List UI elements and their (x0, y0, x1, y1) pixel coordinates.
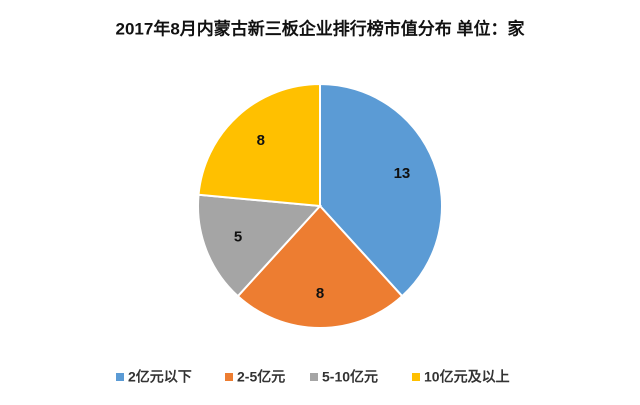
pie-slice (236, 204, 404, 329)
legend-label: 2亿元以下 (128, 369, 192, 385)
pie-slice (197, 82, 321, 208)
legend-swatch (116, 373, 124, 381)
pie-slice (319, 82, 443, 298)
chart-title: 2017年8月内蒙古新三板企业排行榜市值分布 单位：家 (116, 18, 525, 38)
pie-slice (197, 193, 323, 298)
legend-swatch (225, 373, 233, 381)
data-label: 5 (234, 229, 242, 246)
data-label: 13 (394, 165, 411, 182)
legend-label: 2-5亿元 (237, 369, 285, 385)
legend-swatch (412, 373, 420, 381)
legend-swatch (310, 373, 318, 381)
legend-label: 10亿元及以上 (424, 369, 510, 385)
data-label: 8 (257, 132, 265, 149)
data-label: 8 (316, 285, 324, 302)
legend-label: 5-10亿元 (322, 369, 378, 385)
